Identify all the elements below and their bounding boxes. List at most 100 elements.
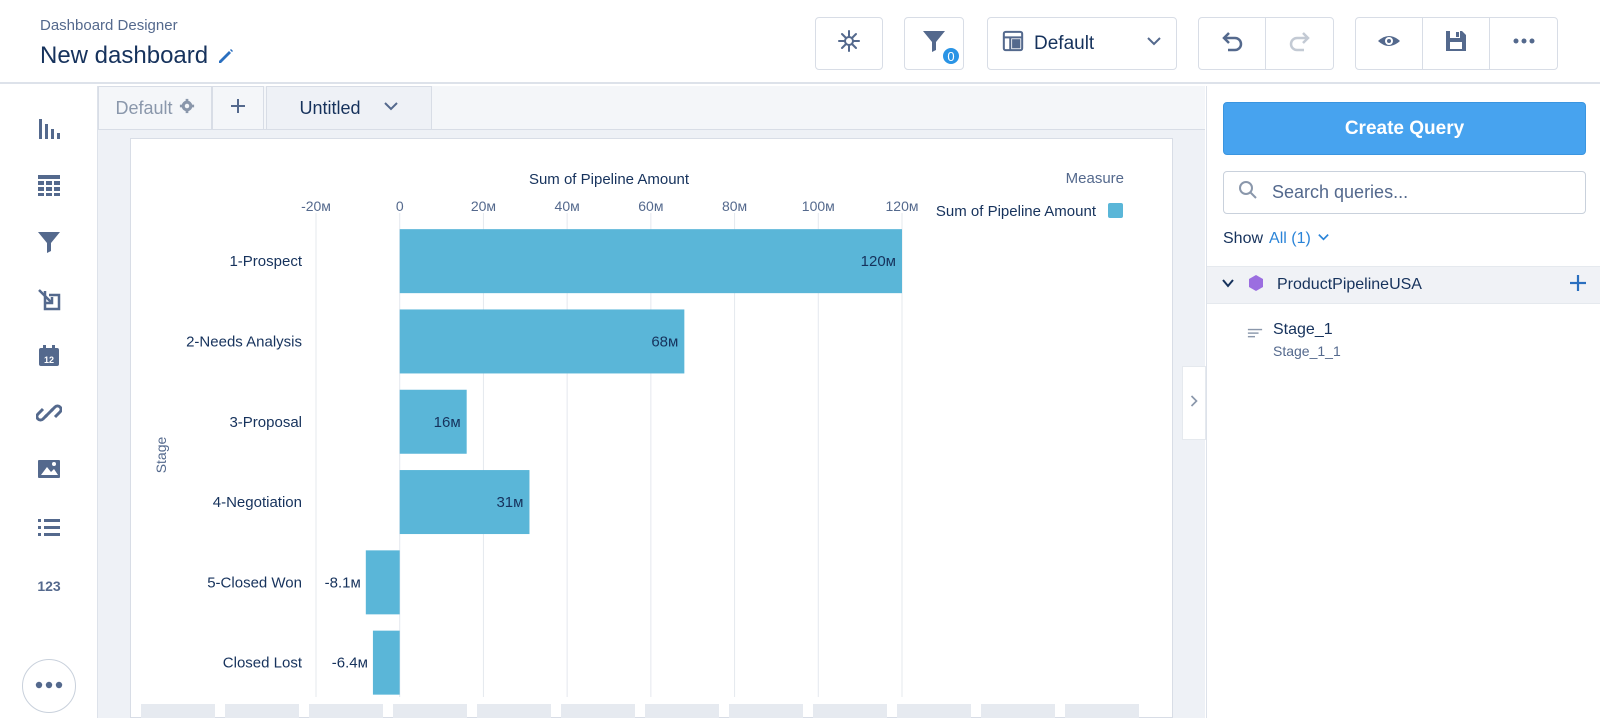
save-button[interactable]	[1423, 18, 1490, 69]
data-label: 120м	[861, 253, 896, 270]
x-tick-label: 100м	[802, 198, 835, 214]
svg-text:12: 12	[44, 355, 54, 365]
header: Dashboard Designer New dashboard 0 Defau…	[0, 0, 1600, 84]
bar-chart: Sum of Pipeline Amount Measure Sum of Pi…	[153, 170, 1124, 697]
chevron-right-icon	[1189, 393, 1199, 414]
undo-button[interactable]	[1199, 18, 1266, 69]
widget-footer-strip	[141, 704, 1139, 718]
chart-widget[interactable]: Sum of Pipeline Amount Measure Sum of Pi…	[130, 138, 1173, 718]
image-widget-tool[interactable]	[34, 456, 64, 486]
legend-entry[interactable]: Sum of Pipeline Amount	[936, 203, 1097, 220]
add-page-button[interactable]	[212, 86, 264, 130]
chevron-down-icon[interactable]	[1317, 230, 1330, 248]
table-widget-tool[interactable]	[34, 172, 64, 202]
chart-widget-tool[interactable]	[34, 116, 64, 146]
category-label: 4-Negotiation	[213, 494, 302, 511]
x-tick-label: 60м	[638, 198, 663, 214]
x-tick-label: -20м	[301, 198, 331, 214]
dataset-name: ProductPipelineUSA	[1277, 276, 1422, 293]
show-filter: Show All (1)	[1223, 230, 1330, 248]
filter-icon	[921, 28, 947, 59]
layout-select[interactable]: Default	[987, 17, 1177, 70]
bar[interactable]	[399, 470, 530, 535]
create-query-button[interactable]: Create Query	[1223, 102, 1586, 155]
more-icon	[1511, 28, 1537, 59]
y-axis-label: Stage	[153, 436, 169, 473]
preview-button[interactable]	[1356, 18, 1423, 69]
bar[interactable]	[372, 630, 400, 695]
redo-button[interactable]	[1266, 18, 1333, 69]
gear-icon[interactable]	[179, 98, 195, 119]
chevron-down-icon	[1146, 33, 1162, 55]
legend-title: Measure	[1066, 170, 1124, 187]
preview-icon	[1376, 28, 1402, 59]
list-widget-tool[interactable]	[34, 514, 64, 544]
category-labels: 1-Prospect 2-Needs Analysis 3-Proposal 4-Ne…	[186, 253, 303, 672]
filter-count-badge: 0	[941, 46, 961, 66]
category-label: 2-Needs Analysis	[186, 333, 302, 350]
image-icon	[36, 456, 62, 487]
x-tick-label: 20м	[471, 198, 496, 214]
search-icon	[1238, 180, 1258, 205]
x-axis-ticks: -20м 0 20м 40м 60м 80м 100м 120м	[301, 198, 918, 214]
dashboard-canvas: Default Untitled Sum of Pipeline Amount …	[98, 86, 1205, 718]
chevron-down-icon[interactable]	[1221, 276, 1235, 295]
filter-button[interactable]: 0	[904, 17, 964, 70]
x-tick-label: 120м	[886, 198, 919, 214]
toggle-widget-tool[interactable]	[34, 287, 64, 317]
layout-label: Default	[1034, 32, 1095, 54]
title-row: New dashboard	[40, 42, 236, 70]
category-label: Closed Lost	[223, 655, 303, 672]
query-panel: Create Query Show All (1) ProductPipelin…	[1206, 86, 1600, 718]
app-name: Dashboard Designer	[40, 17, 178, 34]
filter-icon	[36, 229, 62, 260]
search-queries-input[interactable]	[1272, 182, 1571, 203]
bar[interactable]	[399, 309, 685, 374]
query-api-name: Stage_1_1	[1273, 343, 1341, 359]
dataset-icon	[1247, 274, 1265, 297]
page-tab-default[interactable]: Default	[98, 86, 212, 130]
data-label: -8.1м	[325, 574, 361, 591]
redo-icon	[1287, 28, 1313, 59]
category-label: 5-Closed Won	[207, 574, 302, 591]
more-actions-button[interactable]	[1490, 18, 1557, 69]
collapse-panel-button[interactable]	[1182, 366, 1206, 440]
bars: 120м 68м 16м 31м -8.1м -6.4м	[325, 229, 902, 695]
page-bar: Default Untitled	[98, 86, 1205, 130]
data-label: 31м	[496, 494, 523, 511]
query-item[interactable]: Stage_1 Stage_1_1	[1247, 321, 1341, 359]
toggle-icon	[36, 287, 62, 318]
sparkle-button[interactable]	[815, 17, 883, 70]
legend-swatch	[1108, 203, 1123, 218]
chevron-down-icon	[383, 98, 399, 119]
edit-icon[interactable]	[216, 46, 236, 66]
widget-toolbar: 12 123	[0, 86, 98, 718]
bar[interactable]	[399, 229, 902, 294]
filter-widget-tool[interactable]	[34, 229, 64, 259]
category-label: 1-Prospect	[229, 253, 302, 270]
dataset-row[interactable]: ProductPipelineUSA	[1207, 266, 1600, 304]
data-label: 16м	[434, 414, 461, 431]
number-widget-tool[interactable]: 123	[31, 571, 67, 601]
data-label: -6.4м	[332, 655, 368, 672]
chart-area: Sum of Pipeline Amount Measure Sum of Pi…	[141, 149, 1162, 697]
plus-icon	[229, 97, 247, 120]
page-tab-untitled[interactable]: Untitled	[266, 86, 432, 130]
history-group	[1198, 17, 1334, 70]
date-widget-tool[interactable]: 12	[34, 343, 64, 373]
show-all-link[interactable]: All (1)	[1269, 230, 1311, 247]
add-query-icon[interactable]	[1569, 274, 1587, 297]
x-tick-label: 40м	[555, 198, 580, 214]
number-icon: 123	[37, 578, 61, 594]
sparkle-icon	[836, 28, 862, 59]
bar[interactable]	[365, 550, 400, 615]
actions-group	[1355, 17, 1558, 70]
date-icon: 12	[36, 343, 62, 374]
page-untitled-label: Untitled	[299, 97, 361, 118]
more-widgets-button[interactable]	[22, 659, 76, 713]
bar[interactable]	[399, 389, 467, 454]
dashboard-title: New dashboard	[40, 42, 209, 69]
list-icon	[36, 514, 62, 545]
search-queries-box[interactable]	[1223, 171, 1586, 214]
link-widget-tool[interactable]	[34, 400, 64, 430]
